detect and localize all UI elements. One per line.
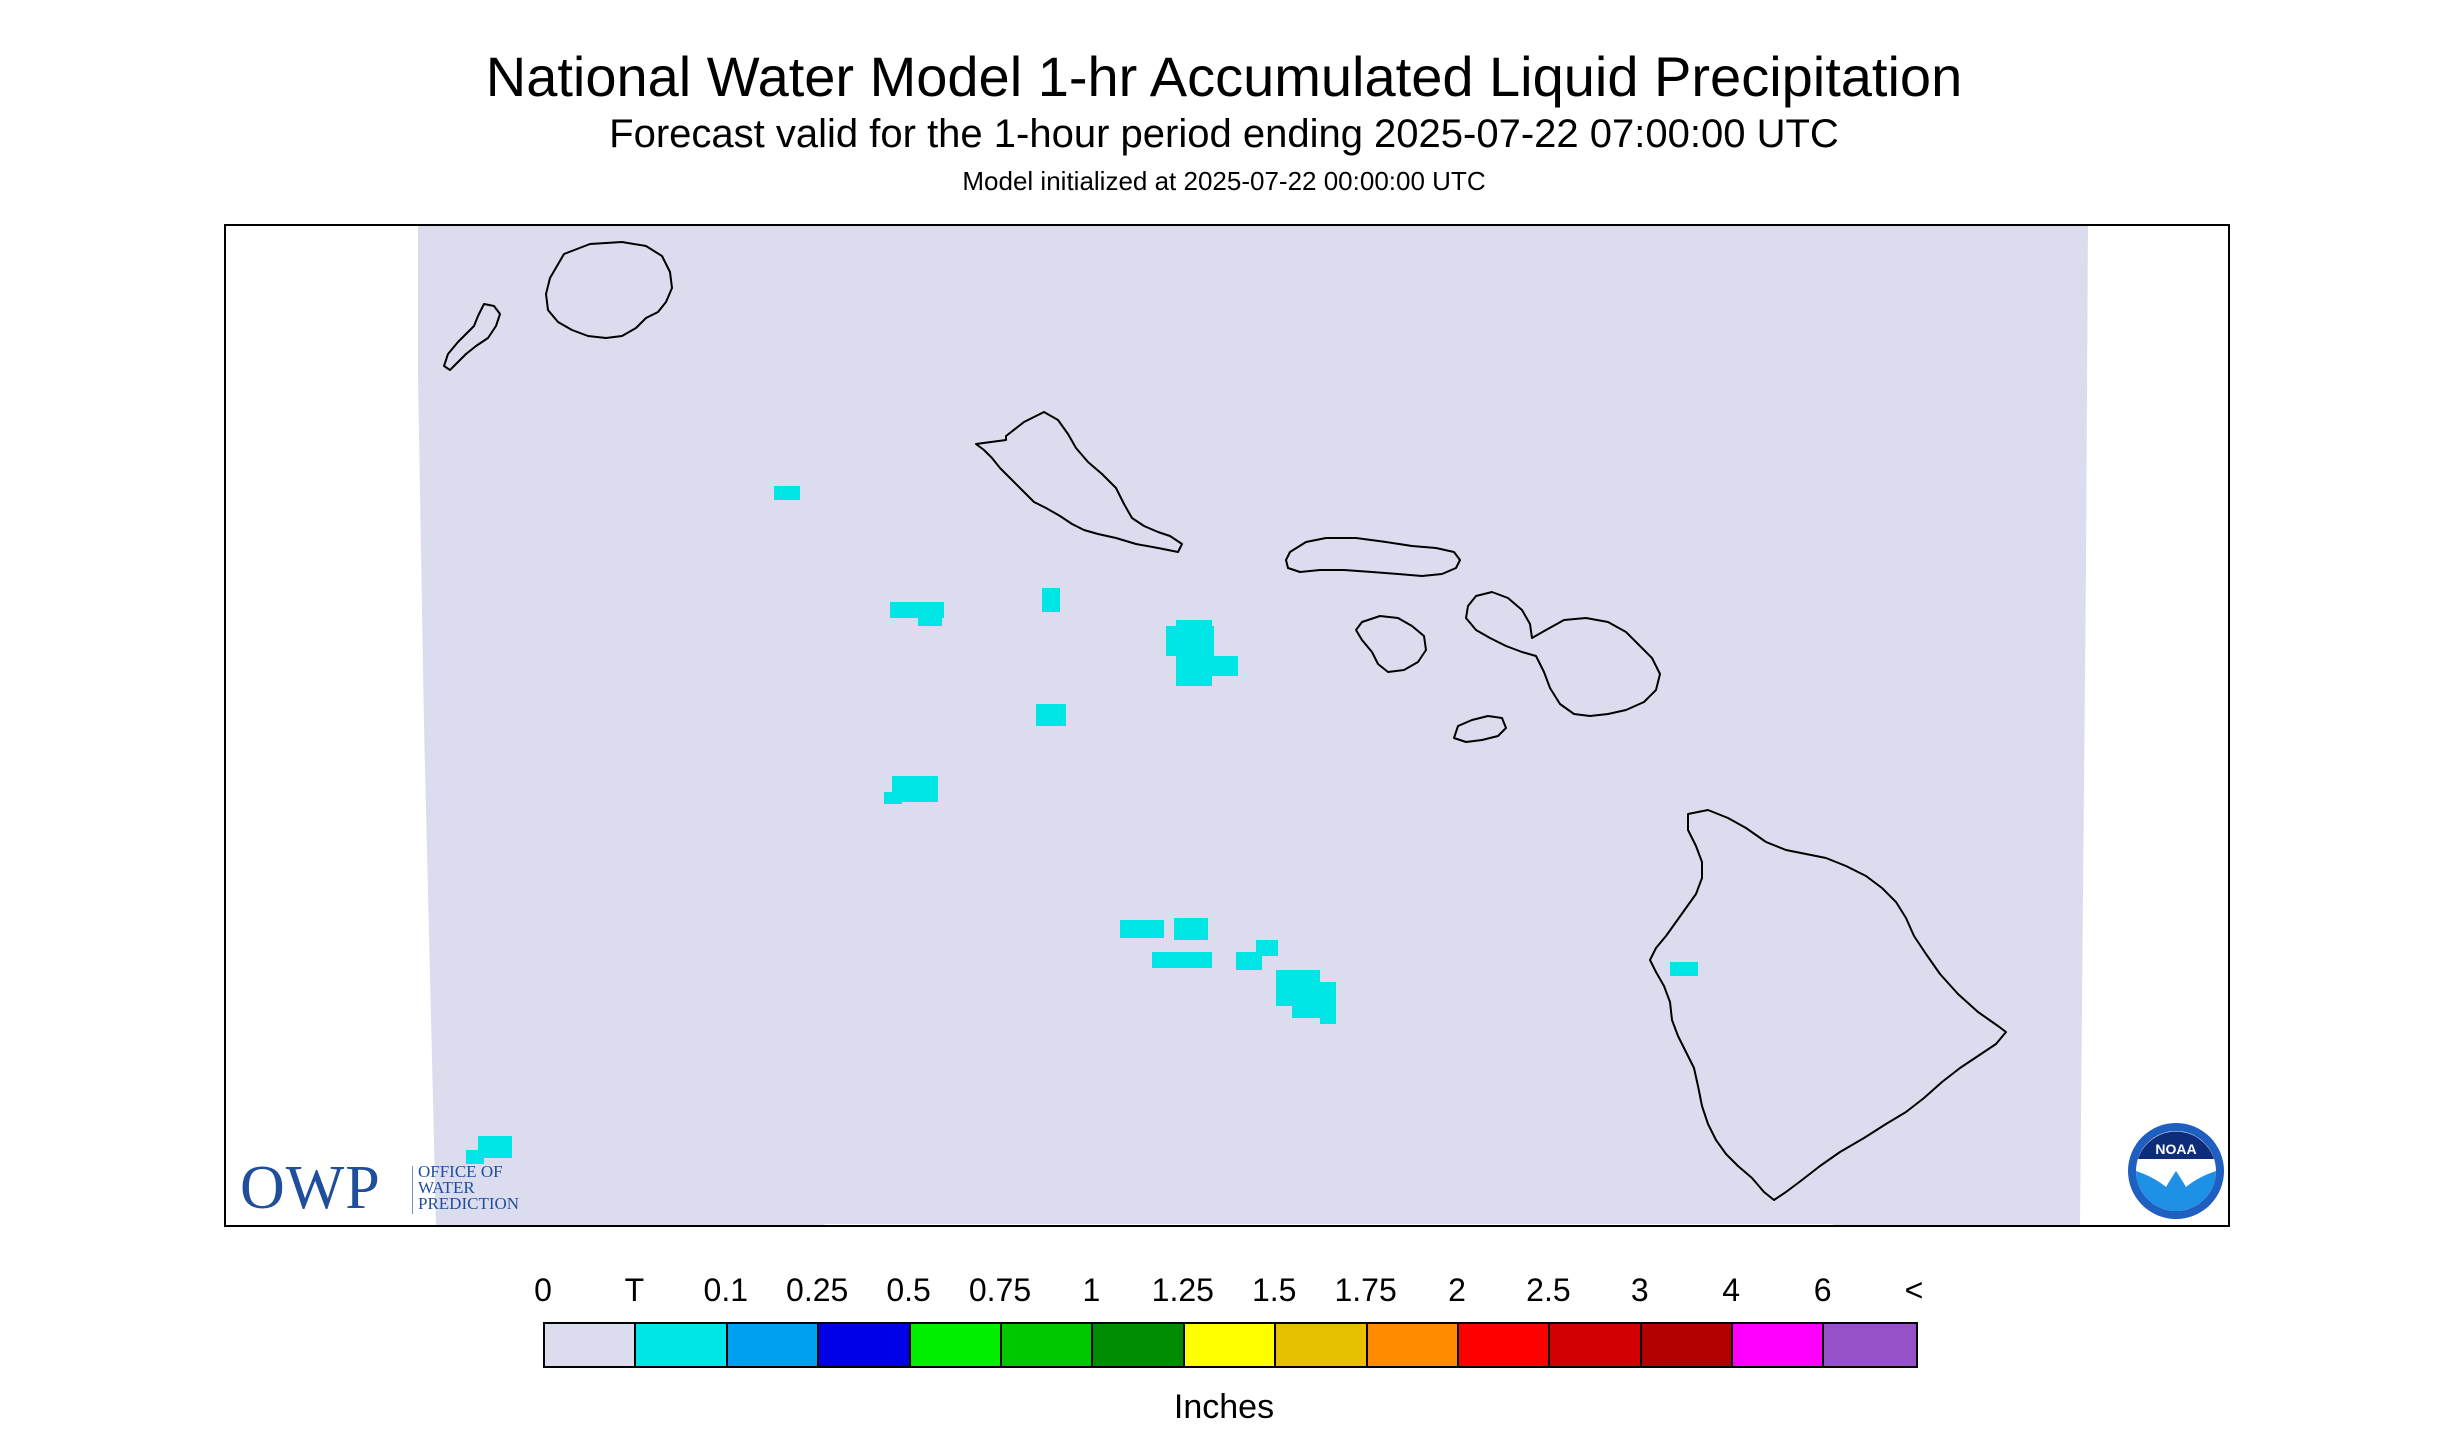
legend-label: 0.1 xyxy=(703,1272,749,1308)
legend-swatch xyxy=(545,1324,637,1366)
owp-logo-text: Office of Water Prediction xyxy=(418,1162,520,1213)
legend-swatch xyxy=(1458,1324,1551,1366)
map-subtitle: Forecast valid for the 1-hour period end… xyxy=(609,112,1839,156)
precip-cell xyxy=(478,1136,512,1158)
legend-label: 2 xyxy=(1448,1272,1466,1308)
precip-cell xyxy=(1256,940,1278,956)
legend-swatch xyxy=(1550,1324,1642,1366)
precip-cell xyxy=(1036,704,1066,726)
noaa-logo-text: NOAA xyxy=(2155,1141,2196,1157)
legend-label: 1 xyxy=(1082,1272,1101,1308)
kahoolawe-coast xyxy=(1453,715,1507,743)
precip-cell xyxy=(1176,620,1212,686)
legend-label: 0 xyxy=(534,1272,552,1308)
legend-label: 0.5 xyxy=(886,1272,931,1308)
owp-logo-line: Water xyxy=(418,1178,475,1197)
precip-cell xyxy=(918,616,942,626)
legend-swatch xyxy=(1276,1324,1368,1366)
legend-colorbar xyxy=(543,1322,1918,1368)
legend-swatch xyxy=(819,1324,911,1366)
legend-label: 4 xyxy=(1722,1272,1741,1308)
precip-cell xyxy=(466,1150,484,1164)
precip-cell xyxy=(774,486,800,500)
legend-swatch xyxy=(1093,1324,1185,1366)
niihau-coast xyxy=(443,303,501,371)
legend-label: 1.5 xyxy=(1251,1272,1297,1308)
legend-labels: 0 T 0.1 0.25 0.5 0.75 1 1.25 1.5 1.75 2 2.5 3 4 6 < xyxy=(0,1272,2448,1312)
precip-cell xyxy=(1152,952,1212,968)
precip-cell xyxy=(1320,986,1336,1024)
noaa-logo: NOAA xyxy=(2126,1121,2226,1221)
owp-logo-divider xyxy=(412,1166,413,1214)
precip-cell xyxy=(884,792,902,804)
map-title: National Water Model 1-hr Accumulated Li… xyxy=(485,45,1963,108)
owp-logo-mark: OWP xyxy=(240,1154,381,1222)
owp-logo: OWP Office of Water Prediction xyxy=(240,1154,560,1222)
legend-units: Inches xyxy=(1173,1388,1275,1426)
precip-cell xyxy=(1670,962,1698,976)
precip-cell xyxy=(890,602,944,618)
precip-cell xyxy=(1042,588,1060,612)
noaa-seagull-icon: NOAA xyxy=(2128,1123,2224,1219)
precipitation-map xyxy=(418,226,2088,1225)
maui-coast xyxy=(1465,591,1661,717)
legend-swatch xyxy=(1367,1324,1459,1366)
legend-label: 1.25 xyxy=(1151,1272,1214,1308)
legend-label: 2.5 xyxy=(1526,1272,1571,1308)
legend-swatch xyxy=(1733,1324,1825,1366)
legend-label: 0.75 xyxy=(968,1272,1032,1308)
coastlines xyxy=(443,241,2007,1201)
legend-swatch xyxy=(636,1324,728,1366)
molokai-coast xyxy=(1285,537,1461,577)
legend-swatch xyxy=(727,1324,820,1366)
model-init-text: Model initialized at 2025-07-22 00:00:00… xyxy=(962,166,1486,196)
model-domain xyxy=(418,226,2088,1225)
oahu-coast xyxy=(975,411,1183,553)
precip-cell xyxy=(1174,918,1208,940)
precip-cell xyxy=(1186,656,1238,676)
precip-cell xyxy=(1120,920,1164,938)
legend-swatch xyxy=(1184,1324,1277,1366)
legend-swatch xyxy=(1824,1324,1916,1366)
legend-label: T xyxy=(624,1272,645,1308)
legend-swatch xyxy=(910,1324,1002,1366)
legend-label: 6 xyxy=(1813,1272,1832,1308)
kauai-coast xyxy=(545,241,673,339)
legend-swatch xyxy=(1001,1324,1094,1366)
lanai-coast xyxy=(1355,615,1427,673)
legend-label: 0.25 xyxy=(786,1272,849,1308)
legend-swatch xyxy=(1641,1324,1734,1366)
legend-label: < xyxy=(1904,1272,1924,1308)
precip-cell xyxy=(1236,952,1262,970)
legend-label: 3 xyxy=(1630,1272,1649,1308)
precip-cells xyxy=(466,486,1698,1164)
legend-label: 1.75 xyxy=(1334,1272,1397,1308)
hawaii-coast xyxy=(1649,809,2007,1201)
owp-logo-line: Office of xyxy=(418,1162,503,1181)
owp-logo-line: Prediction xyxy=(418,1194,520,1213)
map-panel: OWP Office of Water Prediction NOAA xyxy=(224,224,2230,1227)
